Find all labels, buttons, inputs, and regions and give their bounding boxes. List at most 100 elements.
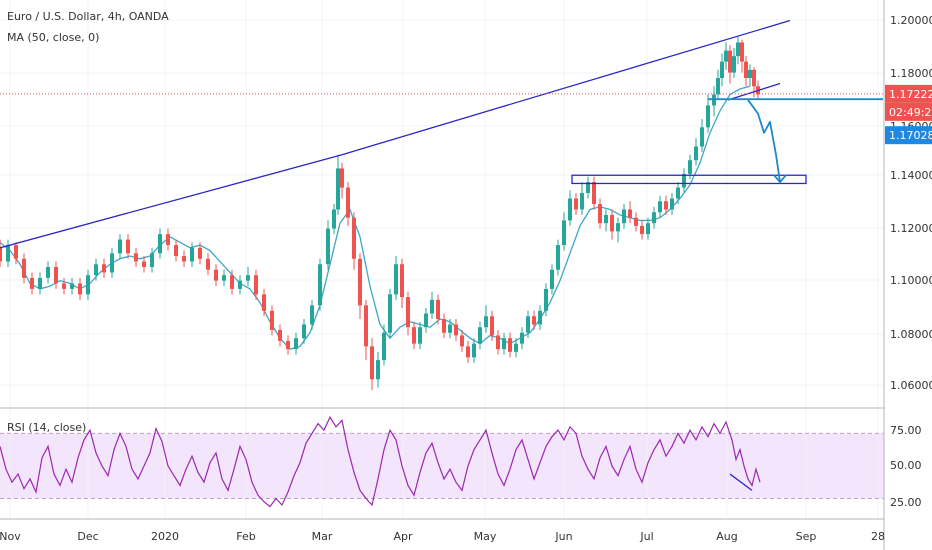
level-badge	[885, 126, 932, 145]
candle-body-9	[70, 283, 74, 289]
candle-body-24	[190, 247, 194, 262]
candle-body-20	[158, 234, 162, 254]
candle-body-77	[538, 310, 542, 325]
candle-body-89	[610, 214, 614, 232]
candle-body-29	[230, 275, 234, 289]
trendline-upper[interactable]	[0, 19, 791, 249]
candle-body-71	[502, 338, 506, 350]
candle-body-91	[622, 209, 626, 224]
candle-body-110	[728, 50, 732, 73]
candle-body-90	[616, 223, 620, 232]
candle-body-21	[166, 234, 170, 246]
candle-body-3	[22, 258, 26, 278]
resistance-box[interactable]	[571, 174, 807, 185]
candle-body-101	[682, 173, 686, 188]
candle-body-16	[126, 239, 130, 254]
candle-body-61	[442, 319, 446, 333]
candle-body-11	[86, 275, 90, 295]
price-axis[interactable]: 1.200001.180001.160001.140001.120001.100…	[890, 14, 932, 392]
candle-body-34	[270, 310, 274, 330]
time-tick-label: Dec	[77, 530, 98, 543]
time-tick-label: Jun	[554, 530, 572, 543]
candle-body-4	[30, 277, 34, 289]
candle-body-19	[150, 253, 154, 267]
candle-body-60	[436, 299, 440, 320]
candle-body-67	[478, 327, 482, 344]
projection-arrowhead[interactable]	[773, 174, 787, 184]
chart-title[interactable]: Euro / U.S. Dollar, 4h, OANDA	[7, 10, 169, 23]
candle-body-12	[94, 264, 98, 276]
candle-body-86	[592, 182, 596, 204]
price-badges: 1.17222 02:49:23 1.17028	[885, 84, 932, 145]
rsi-legend[interactable]: RSI (14, close)	[7, 421, 86, 434]
candle-body-100	[676, 187, 680, 199]
candle-body-103	[694, 146, 698, 161]
candle-body-42	[332, 209, 336, 229]
current-price-badge-text: 1.17222	[889, 88, 932, 101]
countdown-badge-text: 02:49:23	[889, 106, 932, 119]
candle-body-73	[514, 343, 518, 352]
candle-body-18	[142, 261, 146, 267]
candle-body-38	[302, 324, 306, 339]
candle-body-104	[700, 127, 704, 147]
candle-body-44	[340, 168, 344, 188]
candle-body-46	[352, 217, 356, 259]
candle-body-99	[670, 198, 674, 210]
time-tick-label: May	[474, 530, 497, 543]
candle-body-49	[370, 346, 374, 380]
price-tick-label: 1.08000	[890, 328, 932, 341]
candle-body-53	[394, 264, 398, 295]
candle-body-102	[688, 160, 692, 174]
candle-body-23	[182, 256, 186, 262]
candle-body-15	[118, 239, 122, 254]
current-price-badge	[885, 84, 932, 103]
candle-body-52	[388, 294, 392, 333]
time-tick-label: Feb	[236, 530, 255, 543]
drawing-tools-group[interactable]	[0, 19, 884, 249]
trendline-lower[interactable]	[727, 82, 781, 101]
candle-body-64	[460, 335, 464, 347]
rsi-divergence-line[interactable]	[729, 473, 753, 491]
price-pane[interactable]	[0, 0, 884, 518]
candle-body-63	[454, 324, 458, 336]
time-tick-label: 28	[871, 530, 885, 543]
candle-body-1	[6, 245, 10, 262]
candle-body-70	[496, 335, 500, 350]
candle-body-50	[376, 360, 380, 380]
candle-body-75	[526, 316, 530, 333]
candle-body-5	[38, 277, 42, 289]
time-tick-label: 2020	[151, 530, 179, 543]
candle-body-36	[286, 340, 290, 350]
candle-body-112	[736, 42, 740, 57]
candle-body-72	[508, 338, 512, 352]
candle-body-114	[744, 61, 748, 79]
rsi-tick-label: 50.00	[890, 459, 922, 472]
countdown-badge	[885, 102, 932, 121]
candle-body-26	[206, 258, 210, 270]
projection-path[interactable]	[747, 99, 781, 183]
price-tick-label: 1.10000	[890, 274, 932, 287]
candle-body-0	[0, 247, 2, 262]
candle-body-55	[406, 297, 410, 328]
candle-body-47	[358, 258, 362, 306]
candle-body-65	[466, 346, 470, 358]
rsi-lines-group	[0, 415, 884, 508]
rsi-axis[interactable]: 75.00 50.00 25.00	[890, 424, 922, 509]
candle-body-82	[568, 198, 572, 221]
candle-body-10	[78, 283, 82, 295]
time-tick-label: Mar	[312, 530, 333, 543]
time-axis[interactable]: Nov Dec 2020 Feb Mar Apr May Jun Jul Aug Sep 28	[0, 530, 885, 543]
candle-body-79	[550, 269, 554, 289]
candle-body-17	[134, 253, 138, 262]
ma-legend[interactable]: MA (50, close, 0)	[7, 31, 99, 44]
candle-body-62	[448, 324, 452, 333]
time-tick-label: Apr	[393, 530, 413, 543]
price-tick-label: 1.06000	[890, 379, 932, 392]
candle-body-51	[382, 332, 386, 361]
candle-body-28	[222, 275, 226, 281]
candle-body-97	[658, 201, 662, 213]
candle-body-43	[336, 168, 340, 210]
rsi-pane[interactable]	[0, 415, 884, 508]
candle-body-2	[14, 245, 18, 259]
